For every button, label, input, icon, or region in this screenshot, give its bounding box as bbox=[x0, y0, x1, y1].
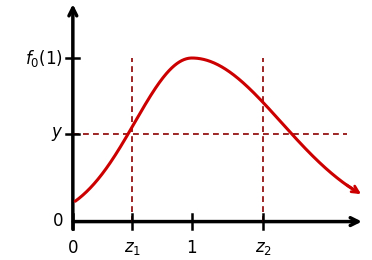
Text: $0$: $0$ bbox=[67, 240, 78, 257]
Text: $1$: $1$ bbox=[186, 240, 198, 257]
Text: $f_0(1)$: $f_0(1)$ bbox=[25, 48, 63, 68]
Text: $z_1$: $z_1$ bbox=[124, 240, 141, 257]
Text: $y$: $y$ bbox=[51, 125, 63, 142]
Text: $0$: $0$ bbox=[52, 213, 63, 230]
Text: $z_2$: $z_2$ bbox=[255, 240, 272, 257]
